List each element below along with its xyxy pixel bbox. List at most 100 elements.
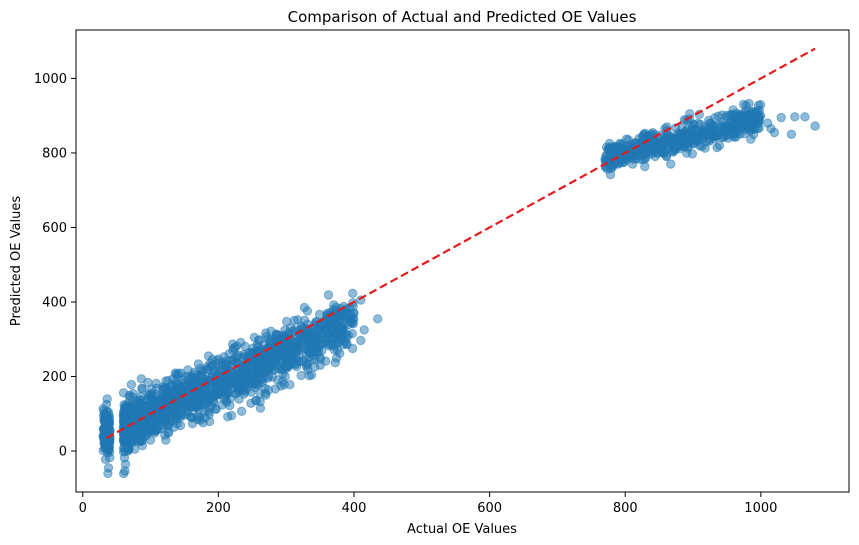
data-point: [638, 130, 648, 140]
data-point: [270, 353, 281, 364]
y-tick-label: 200: [42, 370, 67, 385]
data-point: [786, 129, 797, 140]
data-point: [153, 424, 163, 434]
data-point: [331, 353, 342, 363]
data-point: [317, 345, 327, 356]
data-point: [348, 288, 358, 298]
data-point: [335, 325, 345, 335]
data-point: [182, 407, 192, 417]
reference-line-layer: [105, 47, 816, 439]
y-tick-label: 0: [59, 445, 67, 460]
y-tick-label: 800: [42, 146, 67, 161]
plot-frame: [75, 29, 850, 493]
data-point: [246, 398, 256, 408]
data-point: [279, 351, 289, 361]
data-point: [303, 364, 313, 375]
data-point: [147, 418, 157, 428]
data-point: [179, 381, 190, 391]
data-point: [302, 306, 313, 316]
data-point: [159, 384, 169, 394]
data-point: [231, 341, 242, 351]
data-point: [213, 354, 224, 364]
data-point: [193, 359, 204, 369]
data-point: [165, 418, 175, 428]
data-point: [185, 397, 196, 407]
data-point: [247, 348, 257, 358]
data-point: [253, 378, 263, 389]
data-point: [120, 428, 130, 439]
chart-title: Comparison of Actual and Predicted OE Va…: [288, 8, 637, 26]
data-point: [289, 315, 300, 326]
data-point: [100, 409, 110, 419]
data-point: [671, 123, 681, 133]
data-point: [274, 330, 284, 340]
data-point: [723, 133, 733, 143]
data-point: [769, 127, 780, 138]
data-point: [123, 441, 133, 451]
data-point: [790, 112, 800, 122]
data-point: [296, 370, 306, 381]
y-axis-ticks: 0 200 400 600 800 1000: [34, 72, 76, 460]
data-point: [713, 111, 723, 121]
y-tick-label: 600: [42, 221, 67, 236]
data-point: [260, 360, 270, 370]
data-point: [746, 116, 756, 127]
x-tick-label: 400: [342, 501, 367, 516]
data-point: [236, 406, 247, 416]
data-point: [658, 138, 668, 148]
data-point: [323, 290, 334, 300]
data-point: [137, 383, 147, 393]
data-point: [276, 381, 286, 391]
data-point: [231, 352, 242, 363]
data-point: [306, 333, 316, 343]
data-point: [666, 159, 676, 169]
data-point: [101, 399, 112, 410]
data-point: [800, 112, 810, 122]
data-point: [259, 368, 269, 379]
data-point: [325, 328, 335, 338]
data-point: [169, 402, 179, 412]
data-point: [153, 410, 163, 420]
data-point: [682, 124, 693, 134]
data-point: [217, 400, 228, 410]
data-point: [712, 142, 722, 153]
data-point: [359, 325, 369, 335]
data-point: [103, 463, 114, 473]
data-point: [601, 152, 611, 162]
data-point: [160, 430, 170, 440]
x-tick-label: 0: [79, 501, 87, 516]
data-point: [321, 318, 332, 328]
data-point: [236, 368, 246, 378]
x-axis-label: Actual OE Values: [407, 522, 517, 537]
data-point: [700, 130, 710, 140]
data-point: [299, 343, 310, 354]
data-point: [145, 435, 156, 445]
data-point: [187, 419, 198, 429]
x-axis-ticks: 0 200 400 600 800 1000: [79, 492, 777, 516]
data-point: [648, 140, 659, 150]
data-point: [291, 348, 301, 359]
data-point: [124, 390, 135, 400]
data-point: [234, 383, 244, 393]
data-point: [332, 345, 343, 355]
data-point: [151, 389, 162, 400]
data-point: [157, 395, 167, 406]
data-point: [356, 335, 366, 346]
data-point: [810, 121, 820, 131]
x-tick-label: 200: [206, 501, 231, 516]
data-point: [205, 393, 215, 403]
data-point: [120, 466, 130, 476]
data-point: [695, 141, 705, 151]
data-point: [739, 107, 750, 118]
data-point: [119, 403, 130, 413]
data-point: [198, 400, 208, 410]
data-point: [197, 366, 208, 376]
x-tick-label: 1000: [744, 501, 777, 516]
y-tick-label: 400: [42, 295, 67, 310]
data-point: [226, 379, 237, 389]
y-tick-label: 1000: [34, 72, 67, 87]
data-point: [249, 332, 260, 343]
